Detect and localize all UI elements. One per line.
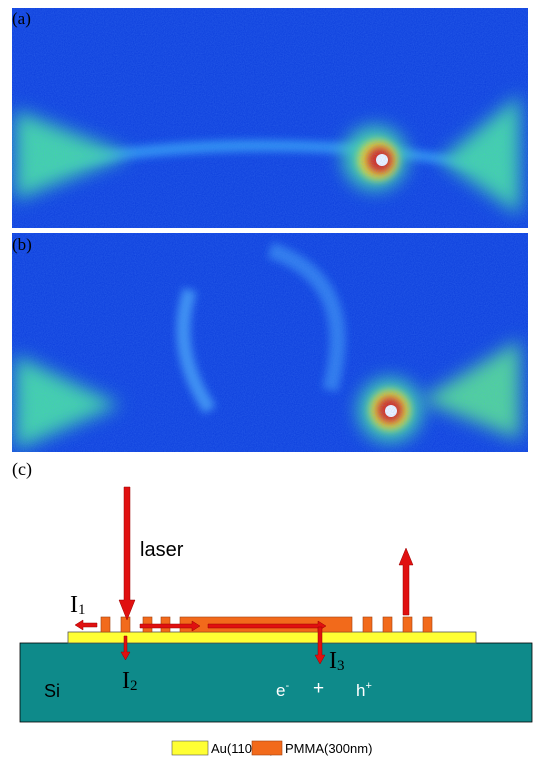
panel-label: (c) (12, 459, 32, 480)
image-b (12, 233, 528, 452)
panel-label: (a) (12, 9, 31, 28)
current-label: I2 (122, 668, 138, 694)
substrate-label: Si (44, 681, 60, 701)
arrows (74, 486, 414, 665)
image-a (12, 8, 528, 228)
legend-swatch (171, 740, 209, 756)
laser-label: laser (140, 539, 184, 561)
silicon-substrate (19, 642, 533, 723)
current-label: I3 (329, 648, 345, 674)
carrier-label: e- (276, 680, 289, 700)
carrier-label: + (313, 678, 324, 699)
carrier-label: h+ (356, 680, 372, 700)
legend-swatch (251, 740, 283, 756)
current-label: I1 (70, 592, 86, 618)
gold-layer (67, 631, 477, 644)
legend-label: PMMA(300nm) (285, 741, 372, 756)
panel-label: (b) (12, 235, 32, 254)
